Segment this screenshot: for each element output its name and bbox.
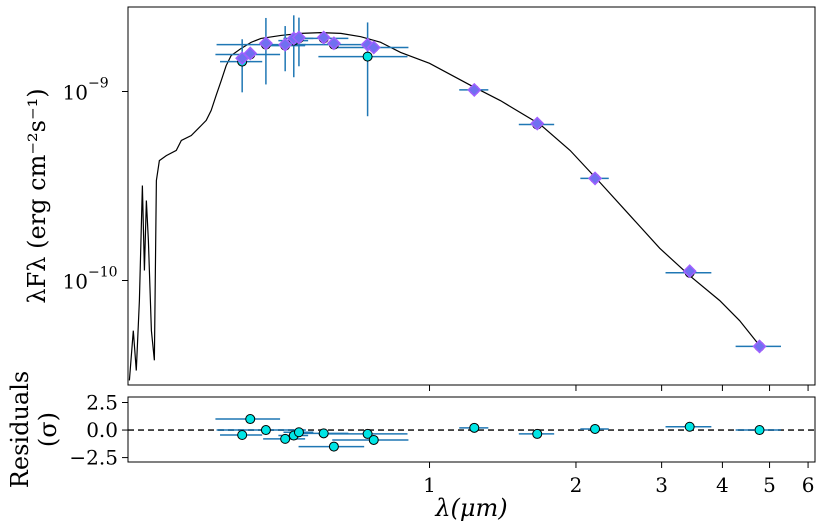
model-point bbox=[316, 30, 331, 45]
model-spectrum bbox=[128, 31, 760, 381]
model-point bbox=[326, 36, 341, 51]
plot-area bbox=[128, 15, 781, 381]
x-tick-label: 4 bbox=[716, 473, 729, 497]
observed-point bbox=[362, 51, 373, 62]
observed-point bbox=[237, 430, 248, 441]
model-point bbox=[587, 171, 603, 186]
x-tick-label: 5 bbox=[763, 473, 776, 497]
y-tick-exponent: −9 bbox=[88, 76, 109, 92]
observed-point bbox=[280, 433, 291, 444]
observed-point bbox=[293, 427, 304, 438]
axes-frame bbox=[127, 6, 816, 386]
x-tick-label: 3 bbox=[655, 473, 668, 497]
model-point bbox=[752, 339, 767, 354]
x-axis-label: λ(μm) bbox=[434, 494, 507, 522]
plot-area bbox=[128, 414, 815, 452]
y-tick-label: 10 bbox=[63, 270, 88, 294]
model-point bbox=[291, 30, 306, 45]
axes-frame bbox=[127, 396, 816, 463]
y-tick-label: 0.0 bbox=[86, 418, 118, 442]
observed-point bbox=[362, 428, 373, 439]
model-point bbox=[530, 116, 545, 131]
model-point bbox=[682, 264, 697, 279]
y-axis-label: λFλ (erg cm⁻²s⁻¹) bbox=[23, 88, 51, 303]
observed-point bbox=[684, 421, 695, 432]
model-point bbox=[243, 46, 258, 61]
y-axis-label: (σ) bbox=[34, 412, 62, 447]
model-point bbox=[258, 36, 273, 51]
y-axis-label: Residuals bbox=[6, 371, 34, 488]
x-tick-label: 6 bbox=[802, 473, 815, 497]
observed-point bbox=[532, 428, 543, 439]
observed-point bbox=[368, 434, 379, 445]
observed-point bbox=[469, 422, 480, 433]
observed-point bbox=[318, 428, 329, 439]
observed-point bbox=[754, 425, 765, 436]
y-tick-exponent: −10 bbox=[88, 265, 118, 281]
model-point bbox=[366, 40, 381, 55]
model-point bbox=[278, 37, 293, 52]
x-tick-label: 1 bbox=[423, 473, 436, 497]
observed-point bbox=[260, 425, 271, 436]
model-point bbox=[467, 82, 482, 97]
observed-point bbox=[590, 423, 601, 434]
observed-point bbox=[328, 441, 339, 452]
y-tick-label: 10 bbox=[63, 81, 88, 105]
x-tick-label: 2 bbox=[570, 473, 583, 497]
y-tick-label: −2.5 bbox=[69, 446, 118, 470]
y-tick-label: 2.5 bbox=[86, 391, 118, 415]
observed-point bbox=[245, 414, 256, 425]
